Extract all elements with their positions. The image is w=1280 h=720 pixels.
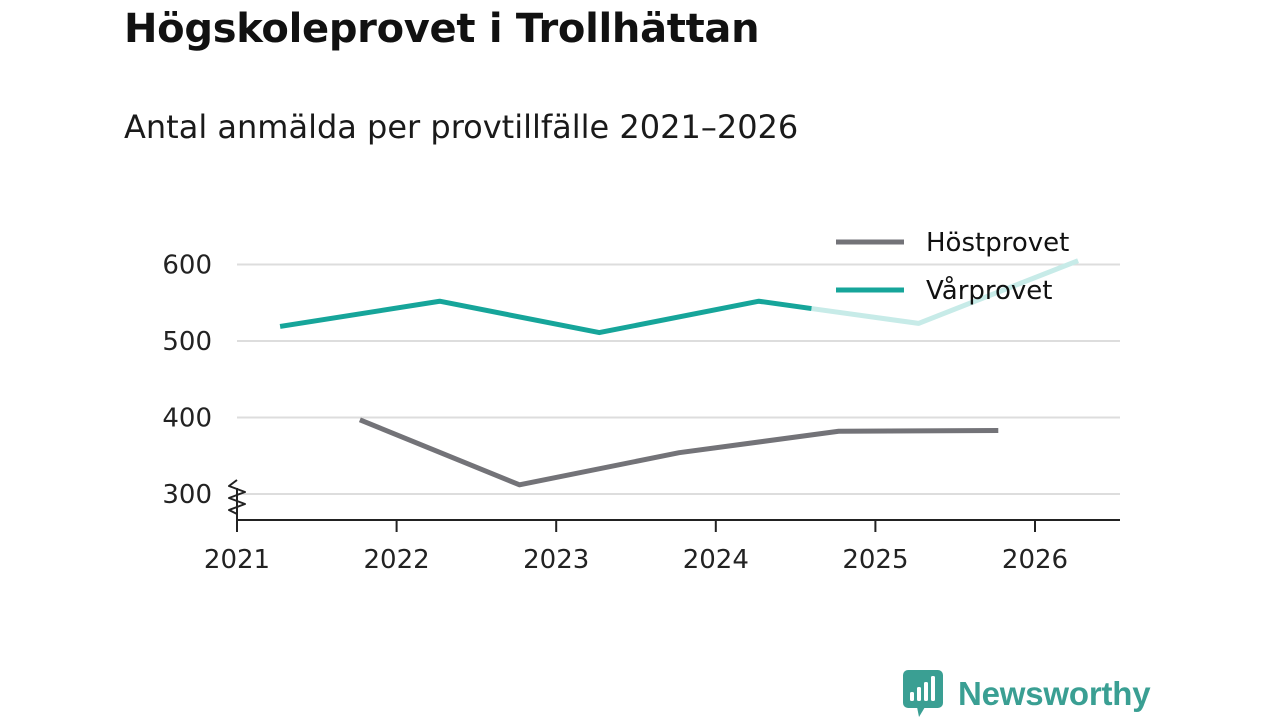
x-tick-label-2024: 2024 (683, 545, 749, 575)
chart-title: Högskoleprovet i Trollhättan (124, 6, 760, 52)
series-layer (279, 258, 1080, 488)
brand-name: Newsworthy (958, 675, 1151, 712)
chart-subtitle: Antal anmälda per provtillfälle 2021–202… (124, 108, 799, 146)
x-tick-label-2022: 2022 (364, 545, 430, 575)
axis-break-icon (228, 479, 246, 515)
y-tick-label-600: 600 (162, 251, 212, 281)
x-tick-label-2023: 2023 (523, 545, 589, 575)
x-tick-label-2025: 2025 (842, 545, 908, 575)
series-2-line-faded (811, 258, 1080, 326)
y-tick-label-500: 500 (162, 327, 212, 357)
series-2-line (279, 298, 812, 336)
x-tick-label-2021: 2021 (204, 545, 270, 575)
y-tick-label-300: 300 (162, 480, 212, 510)
y-tick-label-400: 400 (162, 404, 212, 434)
axes: 300 400 500 600 2021 2022 2023 2024 2025 2026 (162, 251, 1120, 575)
brand-logo: Newsworthy (903, 670, 1151, 718)
gridlines (237, 263, 1120, 495)
legend: Höstprovet Vårprovet (836, 228, 1069, 306)
series-1-line (358, 417, 999, 488)
x-tick-label-2026: 2026 (1002, 545, 1068, 575)
legend-label-1: Höstprovet (926, 228, 1069, 258)
legend-label-2: Vårprovet (926, 275, 1053, 306)
newsworthy-logo-icon (903, 670, 943, 717)
